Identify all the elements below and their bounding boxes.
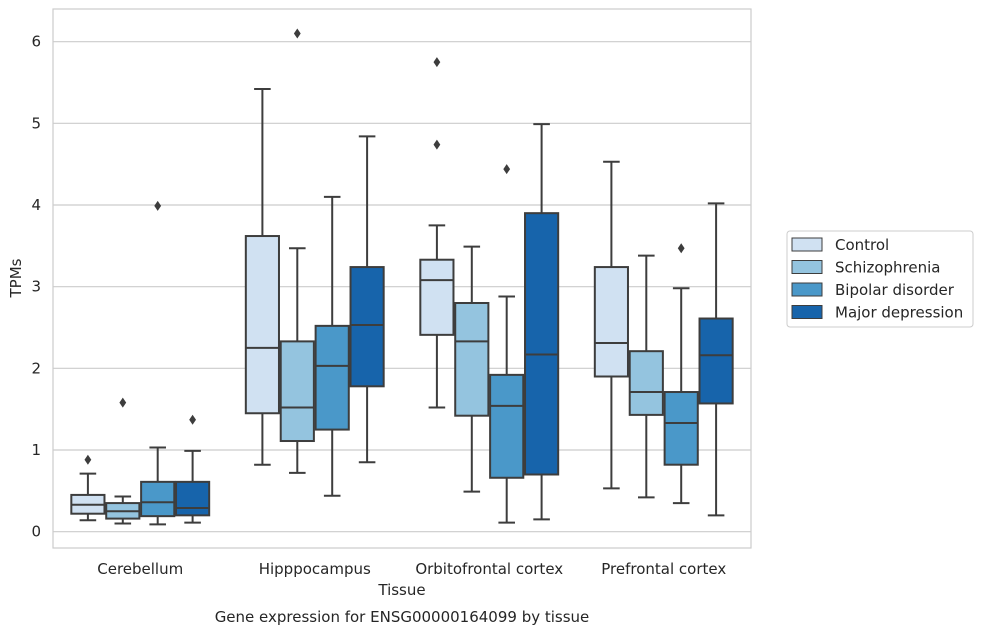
iqr-box [663,391,699,466]
legend-swatch [791,237,823,252]
gridlines [53,41,751,533]
legend-label: Bipolar disorder [835,281,955,299]
x-tick-label: Prefrontal cortex [601,560,726,578]
x-tick-label: Orbitofrontal cortex [415,560,563,578]
x-axis-ticks: Cerebellum Hipppocampus Orbitofrontal cort… [97,560,726,578]
outlier-marker [189,414,196,425]
outlier-marker [293,28,301,39]
y-axis-label: TPMs [7,258,25,298]
chart-caption: Gene expression for ENSG00000164099 by t… [215,608,590,626]
outlier-marker [433,139,441,150]
box-schizophrenia [628,254,664,499]
outlier-marker [154,200,162,211]
y-axis-ticks: 0 1 2 3 4 5 6 [31,33,41,541]
iqr-box [454,302,490,417]
y-tick-label: 6 [31,33,41,51]
outlier-marker [677,243,685,254]
box-control [593,160,629,490]
iqr-box [175,480,211,517]
legend-swatch [791,260,823,274]
box-control [70,454,106,522]
boxes [70,28,734,526]
y-tick-label: 4 [31,196,41,214]
iqr-box [489,373,525,479]
box-bipolar-disorder [314,195,350,497]
y-tick-label: 1 [31,441,41,459]
plot-frame [52,8,752,549]
y-tick-label: 2 [31,359,41,377]
iqr-box [140,480,176,518]
legend-swatch [791,305,823,319]
x-tick-label: Cerebellum [97,560,183,578]
iqr-box [244,235,280,415]
y-tick-label: 3 [31,278,41,296]
iqr-box [279,340,315,443]
box-major-depression [524,123,560,521]
box-bipolar-disorder [140,200,176,526]
box-major-depression [175,414,211,524]
y-tick-label: 0 [31,523,41,541]
legend-label: Major depression [835,304,963,322]
box-schizophrenia [279,28,315,474]
outlier-marker [433,57,441,68]
legend-swatch [791,282,823,297]
box-major-depression [698,202,734,517]
legend-label: Schizophrenia [835,259,940,277]
box-schizophrenia [105,397,141,525]
plot-area [53,9,751,548]
iqr-box [314,324,350,431]
box-bipolar-disorder [489,164,525,524]
box-bipolar-disorder [663,243,699,505]
iqr-box [524,212,560,476]
legend: Control Schizophrenia Bipolar disorder Majo… [786,230,974,328]
box-major-depression [349,135,385,464]
legend-frame [786,230,974,328]
x-tick-label: Hipppocampus [259,560,371,578]
box-control [244,88,280,466]
legend-label: Control [835,236,889,254]
x-axis-label: Tissue [377,581,425,599]
outlier-marker [119,397,127,408]
outlier-marker [84,454,92,465]
iqr-box [349,266,385,388]
iqr-box [698,317,734,405]
iqr-box [628,350,664,416]
iqr-box [419,258,455,336]
box-control [419,57,455,409]
iqr-box [593,266,629,378]
outlier-marker [503,164,511,175]
y-tick-label: 5 [31,114,41,132]
box-schizophrenia [454,245,490,493]
